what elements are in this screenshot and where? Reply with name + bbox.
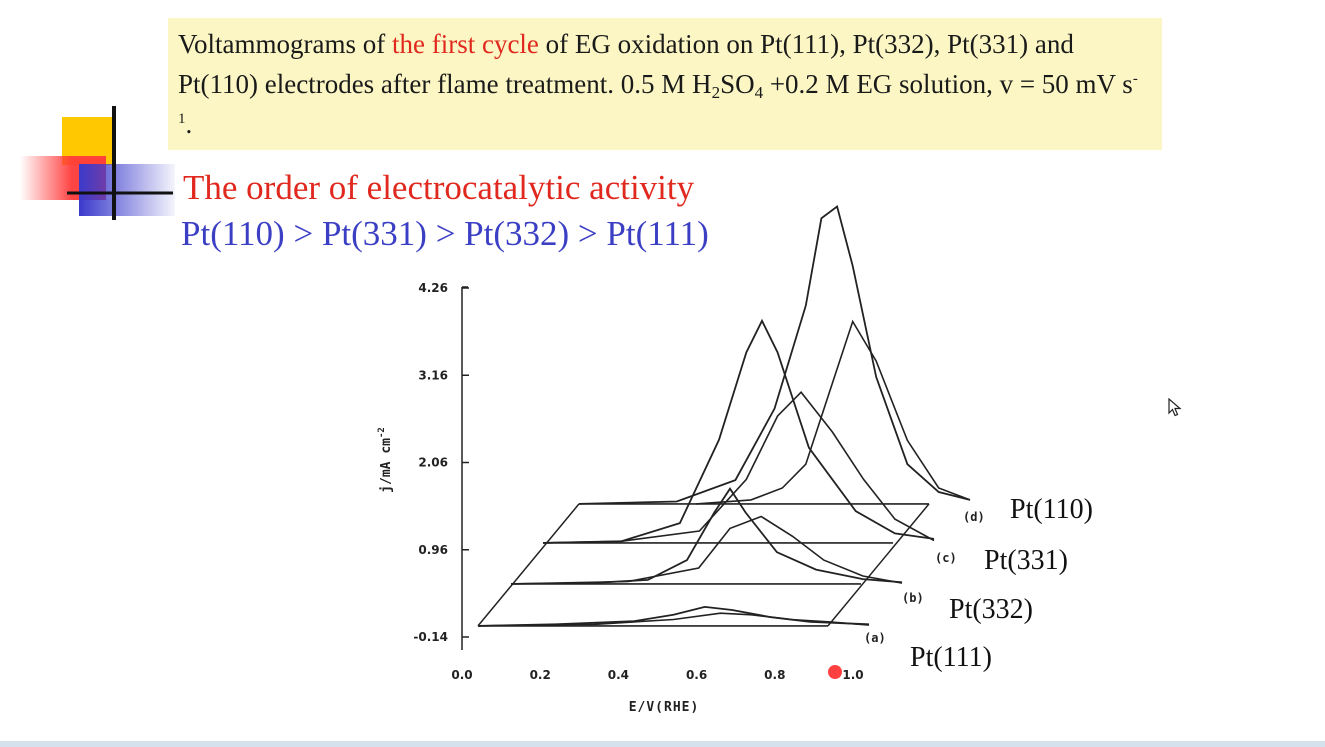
bottom-bar <box>0 741 1325 747</box>
series-name-label: Pt(331) <box>984 545 1068 576</box>
y-axis-label: j/mA cm-2 <box>377 427 394 493</box>
stack-left-edge <box>477 503 580 627</box>
y-axis-label-superscript: -2 <box>377 427 387 438</box>
series-line-forward <box>477 605 870 627</box>
series-line-backward <box>477 612 870 627</box>
y-tick-label: 0.96 <box>418 543 448 557</box>
mouse-cursor-icon <box>1168 398 1182 417</box>
series-line-forward <box>578 204 971 505</box>
series-letter-label: (b) <box>902 591 924 605</box>
caption-subscript: 4 <box>754 83 764 102</box>
series-letter-label: (c) <box>935 551 957 565</box>
stack-right-edge <box>827 503 930 627</box>
y-tick-label: 4.26 <box>418 281 448 295</box>
activity-order-title: The order of electrocatalytic activity <box>183 168 695 207</box>
x-tick-label: 0.6 <box>686 668 707 682</box>
series-line-forward <box>542 318 935 544</box>
series-line-backward <box>542 390 935 544</box>
series-line-backward <box>696 319 971 505</box>
series-letter-label: (a) <box>864 631 886 645</box>
caption-highlight: the first cycle <box>391 29 539 59</box>
x-tick-label: 0.2 <box>530 668 551 682</box>
series-letter-label: (d) <box>963 510 985 524</box>
y-tick-label: -0.14 <box>413 630 448 644</box>
y-tick-label: 2.06 <box>418 456 448 470</box>
caption-text: . <box>185 109 193 139</box>
x-tick-label: 0.8 <box>764 668 785 682</box>
series-name-label: Pt(332) <box>949 594 1033 625</box>
deco-blue-square <box>79 164 175 216</box>
figure-caption: Voltammograms of the first cycle of EG o… <box>178 24 1148 144</box>
caption-box <box>168 18 1162 150</box>
decorative-bullet-icon <box>20 106 175 220</box>
x-tick-label: 0.0 <box>451 668 472 682</box>
series-name-label: Pt(111) <box>910 642 992 673</box>
y-tick-label: 3.16 <box>418 368 448 382</box>
caption-text: Voltammograms of <box>178 29 392 59</box>
laser-pointer-dot <box>828 665 842 679</box>
caption-superscript: -1 <box>178 71 1138 127</box>
x-tick-label: 1.0 <box>842 668 863 682</box>
caption-text: of EG oxidation on Pt(111), Pt(332), Pt(… <box>178 29 1074 99</box>
caption-text: +0.2 M EG solution, v = 50 mV s <box>763 69 1133 99</box>
x-tick-label: 0.4 <box>608 668 629 682</box>
series-line-forward <box>510 487 903 585</box>
caption-subscript: 2 <box>711 83 721 102</box>
x-axis-label: E/V(RHE) <box>629 700 700 715</box>
caption-text: SO <box>720 69 755 99</box>
activity-order-sequence: Pt(110) > Pt(331) > Pt(332) > Pt(111) <box>181 214 709 253</box>
series-name-label: Pt(110) <box>1010 494 1093 525</box>
